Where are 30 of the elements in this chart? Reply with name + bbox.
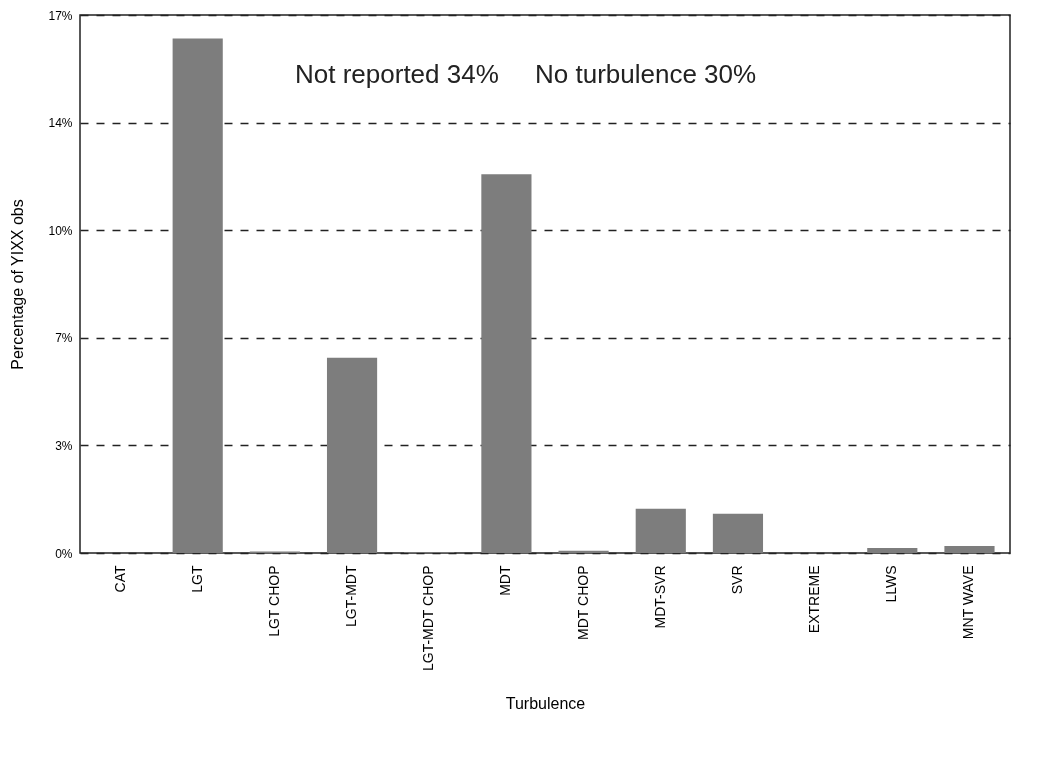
x-tick-label: LGT-MDT — [343, 565, 360, 627]
y-tick-label: 3% — [55, 438, 73, 453]
bar — [944, 546, 995, 553]
x-tick-label: EXTREME — [806, 565, 823, 634]
bar — [558, 550, 609, 553]
y-tick-label: 10% — [48, 223, 73, 238]
x-axis-title: Turbulence — [505, 695, 586, 713]
x-tick-label: LLWS — [883, 565, 900, 603]
x-tick-label: MNT WAVE — [960, 565, 977, 640]
x-tick-label: LGT — [188, 565, 205, 593]
bar — [635, 508, 686, 553]
x-tick-label: MDT — [497, 565, 514, 596]
x-tick-label: LGT-MDT CHOP — [420, 565, 437, 672]
y-axis-title: Percentage of YIXX obs — [9, 199, 27, 370]
annotation: No turbulence 30% — [535, 59, 757, 89]
bar — [326, 357, 378, 553]
x-tick-label: MDT-SVR — [651, 565, 668, 629]
bar — [172, 38, 223, 553]
bar — [867, 547, 918, 553]
x-tick-label: CAT — [111, 565, 128, 593]
annotation: Not reported 34% — [295, 59, 499, 89]
x-tick-label: MDT CHOP — [574, 565, 591, 640]
y-tick-label: 17% — [48, 8, 73, 23]
y-tick-label: 0% — [55, 546, 73, 561]
bar — [712, 513, 764, 553]
x-tick-label: SVR — [728, 565, 745, 595]
bar — [481, 174, 532, 553]
y-tick-label: 7% — [55, 331, 73, 346]
y-tick-label: 14% — [48, 116, 73, 131]
x-tick-label: LGT CHOP — [265, 565, 282, 637]
